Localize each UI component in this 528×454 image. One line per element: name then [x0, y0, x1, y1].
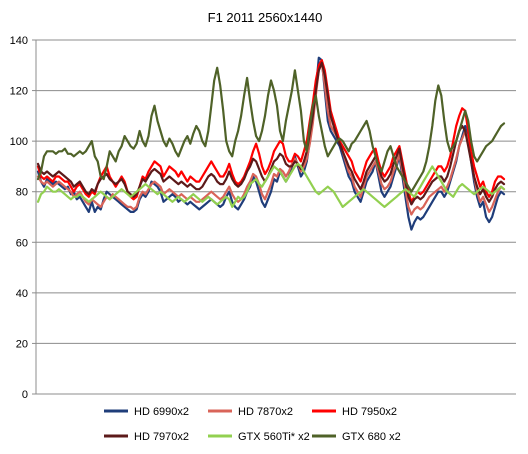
- series-line-4: [36, 162, 506, 208]
- series-line-1: [36, 61, 506, 216]
- legend-label-2: HD 7950x2: [342, 406, 397, 418]
- y-tick-label-140: 140: [10, 35, 28, 47]
- chart-title: F1 2011 2560x1440: [208, 10, 323, 25]
- legend-item-2: HD 7950x2: [312, 406, 397, 418]
- series-line-2: [36, 59, 506, 203]
- legend-label-1: HD 7870x2: [238, 406, 293, 418]
- legend-item-3: HD 7970x2: [104, 431, 189, 443]
- y-tick-label-0: 0: [22, 389, 28, 401]
- y-tick-label-100: 100: [10, 136, 28, 148]
- series-line-3: [36, 61, 506, 206]
- y-tick-label-40: 40: [16, 288, 28, 300]
- legend-item-5: GTX 680 x2: [312, 431, 401, 443]
- grid-layer: [36, 39, 516, 344]
- legend-label-5: GTX 680 x2: [342, 431, 401, 443]
- legend-item-1: HD 7870x2: [208, 406, 293, 418]
- series-line-0: [36, 56, 506, 231]
- legend-label-3: HD 7970x2: [134, 431, 189, 443]
- series-line-5: [36, 66, 506, 193]
- series-layer: [36, 56, 506, 231]
- y-tick-label-120: 120: [10, 86, 28, 98]
- legend-label-4: GTX 560Ti* x2: [238, 431, 310, 443]
- legend-item-4: GTX 560Ti* x2: [208, 431, 310, 443]
- legend-label-0: HD 6990x2: [134, 406, 189, 418]
- y-tick-label-60: 60: [16, 237, 28, 249]
- y-tick-label-80: 80: [16, 187, 28, 199]
- legend-item-0: HD 6990x2: [104, 406, 189, 418]
- axis-layer: 0 20 40 60 80 100 120 140: [10, 35, 516, 401]
- legend: HD 6990x2 HD 7870x2 HD 7950x2 HD 7970x2 GTX …: [104, 406, 401, 443]
- y-tick-label-20: 20: [16, 338, 28, 350]
